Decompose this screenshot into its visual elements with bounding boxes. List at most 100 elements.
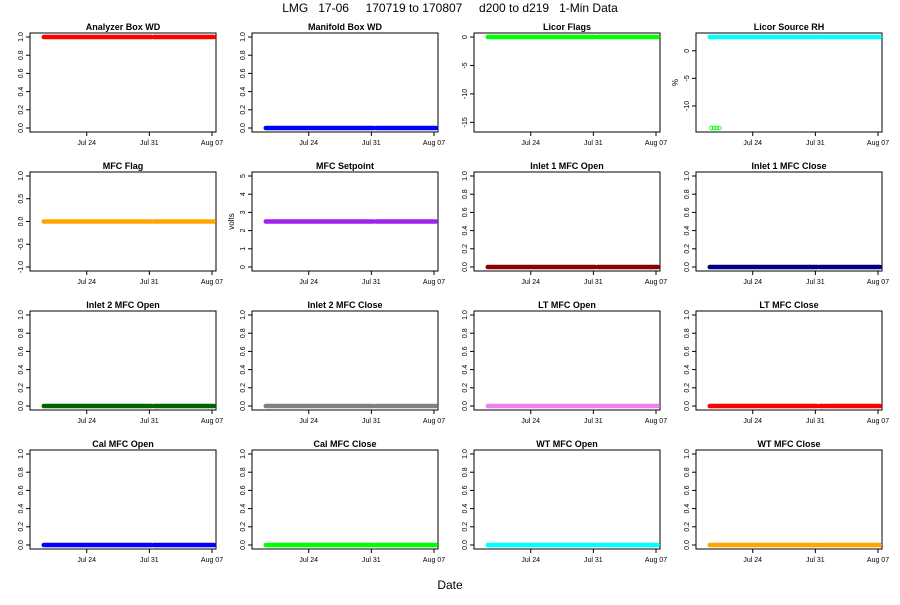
y-tick-label: 0.8: [462, 467, 469, 477]
outlier-point: [717, 125, 722, 131]
panel-licor-source-rh: Licor Source RH 0 -5 -10% Jul 24 Jul 31 Aug 07: [671, 22, 889, 147]
x-tick-label: Jul 24: [77, 557, 96, 564]
panel-mfc-flag: MFC Flag -1.0 -0.5 0.0 0.5 1.0 Jul 24 Jul 31 Aug…: [18, 161, 223, 286]
x-tick-label: Jul 24: [299, 140, 318, 147]
y-tick-label: 0.2: [18, 522, 25, 532]
y-tick-label: 0.2: [462, 522, 469, 532]
x-axis-label: Date: [437, 578, 463, 592]
x-tick-label: Jul 31: [806, 418, 825, 425]
y-tick-label: 0.6: [18, 68, 25, 78]
x-tick-label: Aug 07: [867, 279, 889, 286]
x-tick-label: Jul 24: [77, 140, 96, 147]
plot-frame: [473, 310, 661, 411]
plot-frame: [251, 449, 439, 550]
panel-cal-mfc-close: Cal MFC Close 0.0 0.2 0.4 0.6 0.8 1.0 Jul 24 Jul…: [240, 439, 445, 564]
panel-analyzer-box-wd: Analyzer Box WD 0.0 0.2 0.4 0.6 0.8 1.0 Jul 24 J…: [18, 22, 223, 147]
x-tick-label: Jul 31: [140, 140, 159, 147]
y-tick-label: 1: [240, 247, 247, 251]
x-tick-label: Aug 07: [867, 557, 889, 564]
y-tick-label: 0.2: [240, 105, 247, 115]
y-tick-label: 0.8: [240, 467, 247, 477]
x-tick-label: Jul 24: [743, 140, 762, 147]
y-tick-label: 0.2: [684, 383, 691, 393]
y-tick-label: 1.0: [684, 171, 691, 181]
y-tick-label: 0.0: [462, 540, 469, 550]
x-tick-label: Jul 24: [521, 557, 540, 564]
y-tick-label: -5: [684, 75, 691, 81]
y-tick-label: 0.2: [462, 383, 469, 393]
y-tick-label: 0.2: [240, 522, 247, 532]
y-tick-label: 0.2: [684, 522, 691, 532]
y-tick-label: 1.0: [18, 171, 25, 181]
y-tick-label: 1.0: [18, 449, 25, 459]
x-tick-label: Jul 24: [521, 279, 540, 286]
plot-frame: [473, 449, 661, 550]
panel-mfc-setpoint: MFC Setpoint 0 1 2 3 4 5 volts Jul 24 Jul 31 Aug 0…: [227, 161, 445, 286]
x-tick-label: Aug 07: [867, 418, 889, 425]
y-tick-label: 0.6: [240, 68, 247, 78]
plot-frame: [473, 32, 661, 133]
y-tick-label: 1.0: [684, 310, 691, 320]
panel-lt-mfc-close: LT MFC Close 0.0 0.2 0.4 0.6 0.8 1.0 Jul 24 Jul …: [684, 300, 889, 425]
y-tick-label: 0.6: [240, 485, 247, 495]
y-tick-label: -1.0: [18, 261, 25, 273]
x-tick-label: Jul 31: [584, 279, 603, 286]
y-tick-label: 0.6: [462, 485, 469, 495]
plot-frame: [29, 310, 217, 411]
y-tick-label: 0.0: [18, 401, 25, 411]
x-tick-label: Jul 31: [584, 140, 603, 147]
y-tick-label: 0.0: [684, 401, 691, 411]
panel-title: Licor Flags: [543, 22, 591, 32]
panel-wt-mfc-open: WT MFC Open 0.0 0.2 0.4 0.6 0.8 1.0 Jul 24 Jul 3…: [462, 439, 667, 564]
y-tick-label: 0.0: [462, 401, 469, 411]
x-tick-label: Jul 31: [362, 557, 381, 564]
panel-title: LT MFC Close: [759, 300, 818, 310]
y-tick-label: 1.0: [462, 310, 469, 320]
y-tick-label: 0.6: [18, 485, 25, 495]
y-tick-label: 0.0: [18, 540, 25, 550]
y-tick-label: 0.4: [240, 87, 247, 97]
y-tick-label: 0.6: [18, 346, 25, 356]
y-tick-label: 1.0: [18, 32, 25, 42]
panel-title: MFC Setpoint: [316, 161, 374, 171]
page-title: LMG 17-06 170719 to 170807 d200 to d219 …: [282, 1, 618, 15]
y-tick-label: 1.0: [18, 310, 25, 320]
x-tick-label: Aug 07: [201, 279, 223, 286]
x-tick-label: Aug 07: [201, 140, 223, 147]
plot-frame: [695, 310, 883, 411]
y-tick-label: 0.4: [18, 365, 25, 375]
y-tick-label: 0.6: [684, 346, 691, 356]
panel-title: Cal MFC Close: [313, 439, 376, 449]
panel-title: LT MFC Open: [538, 300, 596, 310]
x-tick-label: Jul 31: [140, 418, 159, 425]
y-tick-label: 1.0: [684, 449, 691, 459]
y-tick-label: -15: [462, 117, 469, 127]
x-tick-label: Aug 07: [645, 557, 667, 564]
outlier-point: [711, 125, 717, 131]
plot-frame: [251, 32, 439, 133]
y-axis-label: %: [671, 79, 680, 86]
y-tick-label: 5: [240, 174, 247, 178]
panel-title: Inlet 1 MFC Open: [530, 161, 604, 171]
y-tick-label: 0.8: [462, 328, 469, 338]
panel-title: Inlet 2 MFC Close: [307, 300, 382, 310]
panel-inlet-2-mfc-close: Inlet 2 MFC Close 0.0 0.2 0.4 0.6 0.8 1.0 Jul 2…: [240, 300, 445, 425]
y-tick-label: 0.8: [462, 189, 469, 199]
y-tick-label: 0.0: [240, 401, 247, 411]
x-tick-label: Jul 31: [584, 418, 603, 425]
x-tick-label: Jul 24: [299, 418, 318, 425]
x-tick-label: Jul 31: [140, 279, 159, 286]
plot-frame: [473, 171, 661, 272]
panel-title: Analyzer Box WD: [86, 22, 161, 32]
y-tick-label: 0.4: [18, 87, 25, 97]
y-tick-label: 0.8: [240, 50, 247, 60]
x-tick-label: Aug 07: [867, 140, 889, 147]
y-tick-label: 4: [240, 192, 247, 196]
panel-title: WT MFC Close: [758, 439, 821, 449]
x-tick-label: Jul 24: [743, 557, 762, 564]
plot-frame: [29, 449, 217, 550]
panel-title: WT MFC Open: [536, 439, 598, 449]
x-tick-label: Aug 07: [645, 418, 667, 425]
